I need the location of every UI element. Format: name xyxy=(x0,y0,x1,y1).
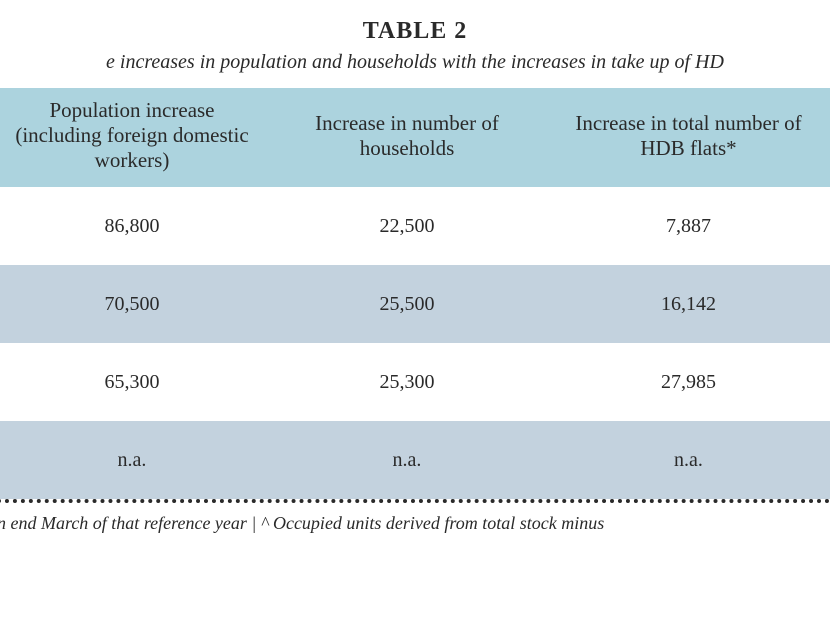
cell: n.a. xyxy=(267,421,547,499)
cell: n.a. xyxy=(547,421,830,499)
cell: 7,887 xyxy=(547,187,830,265)
cell: 27,985 xyxy=(547,343,830,421)
cell: 22,500 xyxy=(267,187,547,265)
cell: 16,142 xyxy=(547,265,830,343)
cell: 70,500 xyxy=(0,265,267,343)
header-row: Population increase (including foreign d… xyxy=(0,88,830,187)
table-row: 70,500 25,500 16,142 xyxy=(0,265,830,343)
cell: 86,800 xyxy=(0,187,267,265)
col-header-1: Increase in number of households xyxy=(267,88,547,187)
cell: 25,500 xyxy=(267,265,547,343)
cell: 65,300 xyxy=(0,343,267,421)
col-header-0: Population increase (including foreign d… xyxy=(0,88,267,187)
cell: n.a. xyxy=(0,421,267,499)
col-header-2: Increase in total number of HDB flats* xyxy=(547,88,830,187)
table-row: n.a. n.a. n.a. xyxy=(0,421,830,499)
footnote: n end March of that reference year | ^ O… xyxy=(0,503,830,534)
cell: 25,300 xyxy=(267,343,547,421)
table-row: 65,300 25,300 27,985 xyxy=(0,343,830,421)
table-title: TABLE 2 xyxy=(0,18,830,45)
data-table: Population increase (including foreign d… xyxy=(0,88,830,499)
table-subtitle: e increases in population and households… xyxy=(0,51,830,74)
table-row: 86,800 22,500 7,887 xyxy=(0,187,830,265)
